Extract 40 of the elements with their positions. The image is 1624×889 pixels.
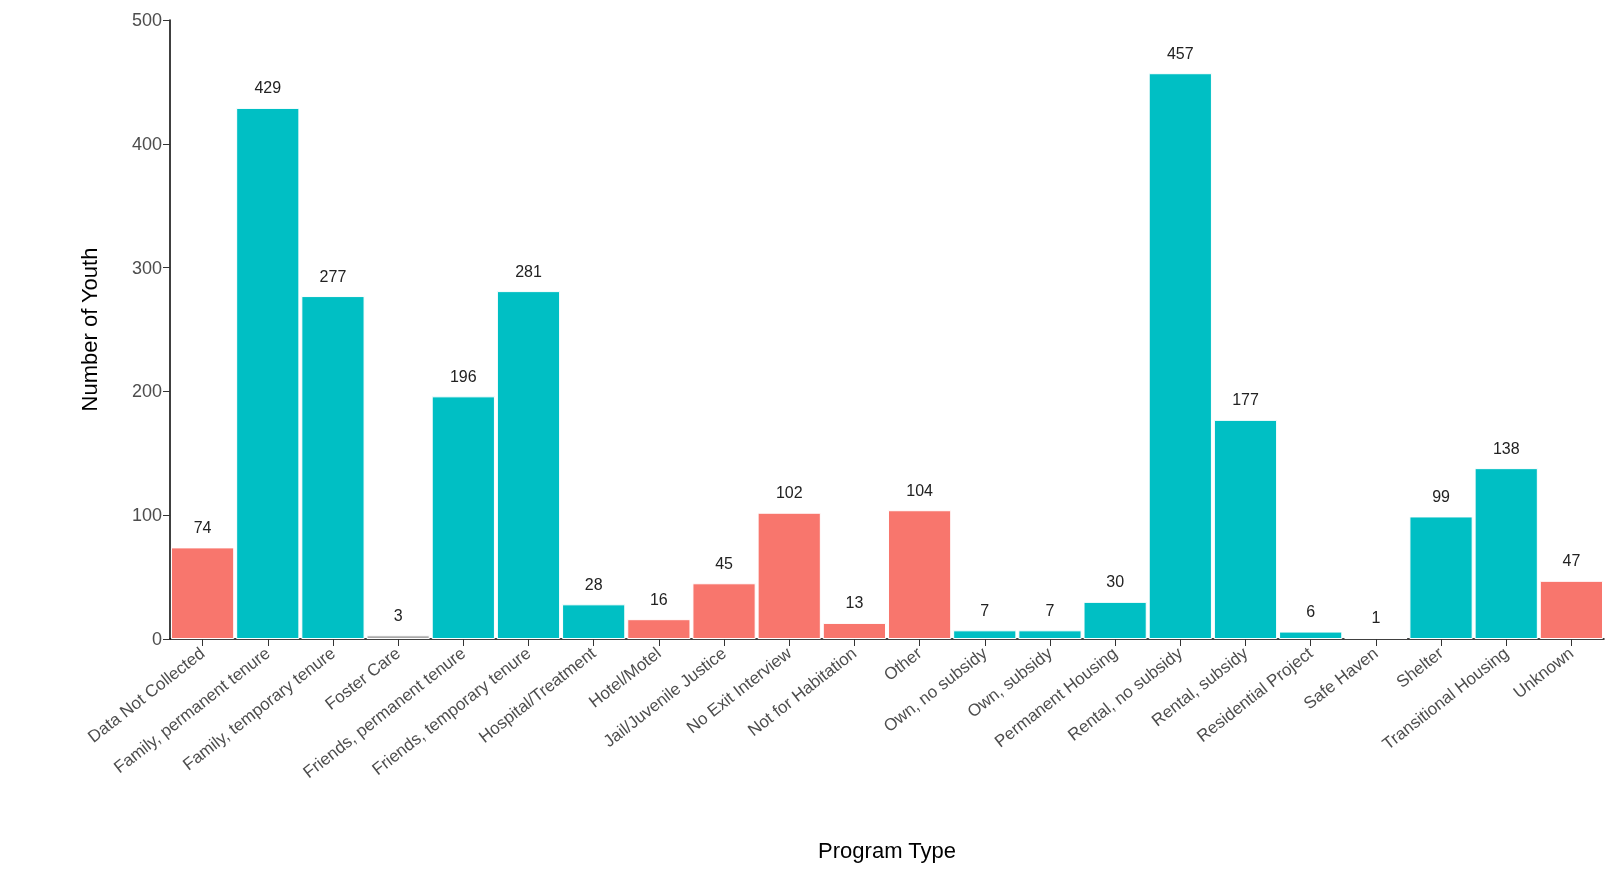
bar xyxy=(562,604,626,639)
data-label: 457 xyxy=(1166,44,1194,62)
data-label: 177 xyxy=(1232,391,1259,409)
y-tick-label: 500 xyxy=(131,10,162,30)
y-tick-label: 200 xyxy=(131,381,162,402)
data-label: 30 xyxy=(1106,573,1125,591)
data-label: 99 xyxy=(1432,487,1451,505)
data-label: 102 xyxy=(775,484,803,502)
bar xyxy=(1213,419,1278,639)
data-label: 1 xyxy=(1371,609,1381,627)
data-label: 74 xyxy=(193,518,212,536)
y-tick-label: 300 xyxy=(131,257,162,278)
data-label: 16 xyxy=(649,590,668,608)
data-label: 138 xyxy=(1492,439,1520,457)
data-label: 3 xyxy=(393,606,403,624)
data-label: 7 xyxy=(980,601,990,619)
data-label: 28 xyxy=(584,575,603,593)
y-axis-title: Number of Youth xyxy=(76,247,102,412)
data-label: 13 xyxy=(845,594,864,612)
bar xyxy=(431,396,495,639)
data-label: 47 xyxy=(1562,552,1581,570)
bar xyxy=(170,547,235,639)
x-axis-title: Program Type xyxy=(818,837,956,863)
y-tick-label: 100 xyxy=(131,505,162,526)
data-label: 277 xyxy=(319,267,347,285)
bar xyxy=(1148,73,1212,639)
bar xyxy=(496,291,561,639)
data-label: 45 xyxy=(715,554,734,572)
y-tick-label: 400 xyxy=(131,133,162,154)
data-label: 281 xyxy=(515,262,542,280)
y-tick-label: 0 xyxy=(151,629,162,649)
data-label: 196 xyxy=(449,367,477,385)
bar xyxy=(822,622,887,639)
bar xyxy=(1539,580,1604,639)
data-label: 429 xyxy=(254,79,282,97)
data-label: 6 xyxy=(1306,603,1316,621)
data-label: 104 xyxy=(906,481,934,499)
data-label: 7 xyxy=(1045,601,1055,619)
bar xyxy=(887,510,952,639)
bar xyxy=(1279,631,1343,639)
